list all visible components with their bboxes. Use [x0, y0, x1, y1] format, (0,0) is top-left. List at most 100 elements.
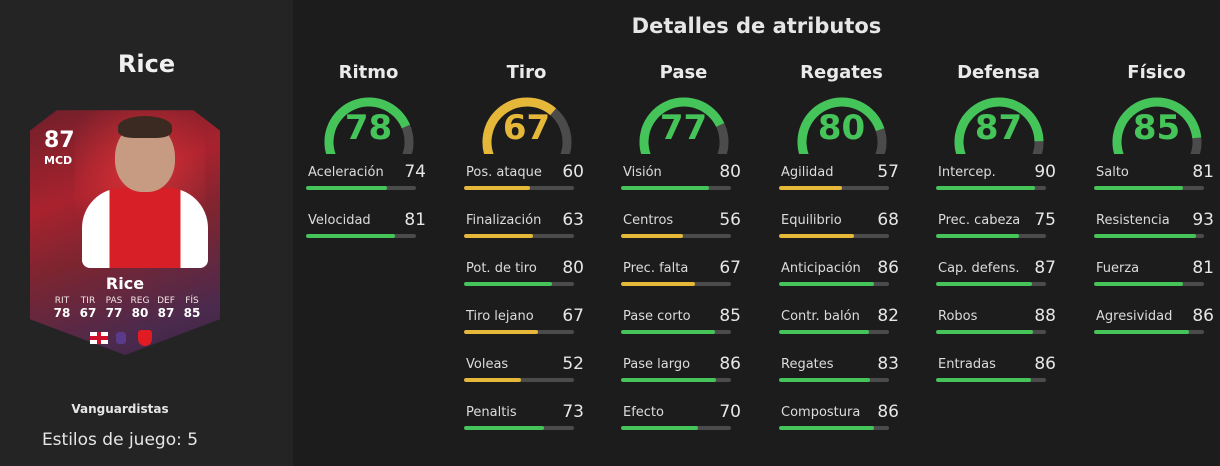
- card-stats: RIT 78 TIR 67 PAS 77 REG 80 DEF 87 FÍS 85: [49, 296, 205, 320]
- card-stat-label: DEF: [157, 296, 175, 306]
- stat-value: 74: [404, 162, 426, 182]
- stat-name: Agilidad: [781, 165, 834, 180]
- stat-name: Salto: [1096, 165, 1129, 180]
- stat-value: 73: [562, 402, 584, 422]
- stat-bar: [779, 378, 889, 382]
- stat-row: Finalización 63: [464, 210, 589, 258]
- category-title: Tiro: [506, 62, 547, 83]
- stat-row: Fuerza 81: [1094, 258, 1219, 306]
- stat-value: 68: [877, 210, 899, 230]
- card-stat: PAS 77: [101, 296, 127, 320]
- stat-value: 82: [877, 306, 899, 326]
- stat-bar-fill: [621, 378, 716, 382]
- card-stat-value: 78: [53, 306, 71, 320]
- stat-row: Aceleración 74: [306, 162, 431, 210]
- club-crest-icon: [138, 330, 152, 346]
- stat-bar-fill: [621, 426, 698, 430]
- stat-bar-fill: [779, 282, 874, 286]
- gauge-fill: [482, 97, 556, 154]
- stat-bar: [621, 186, 731, 190]
- stat-bar-fill: [306, 186, 388, 190]
- stat-row: Intercep. 90: [936, 162, 1061, 210]
- card-stat: DEF 87: [153, 296, 179, 320]
- stat-value: 60: [562, 162, 584, 182]
- stat-bar-fill: [464, 234, 534, 238]
- stat-bar-fill: [936, 186, 1035, 190]
- stat-row: Agilidad 57: [779, 162, 904, 210]
- card-stat-value: 87: [157, 306, 175, 320]
- stat-bar: [464, 330, 574, 334]
- attribute-column: Pase 77 Visión 80 Centros 56 Prec. falta 67 Pase…: [621, 62, 746, 450]
- stat-value: 80: [719, 162, 741, 182]
- stat-bar-fill: [779, 378, 871, 382]
- stat-bar-fill: [621, 234, 683, 238]
- stat-name: Pos. ataque: [466, 165, 542, 180]
- stat-value: 80: [562, 258, 584, 278]
- stat-bar-fill: [464, 378, 522, 382]
- stat-name: Cap. defens.: [938, 261, 1020, 276]
- stat-value: 86: [1034, 354, 1056, 374]
- playstyles-count: Estilos de juego: 5: [41, 430, 199, 450]
- attribute-column: Tiro 67 Pos. ataque 60 Finalización 63 Pot. de…: [464, 62, 589, 450]
- card-stat-value: 77: [105, 306, 123, 320]
- stat-name: Resistencia: [1096, 213, 1170, 228]
- stat-name: Centros: [623, 213, 674, 228]
- stat-bar-fill: [779, 234, 854, 238]
- stat-bar-fill: [621, 282, 695, 286]
- stat-row: Penaltis 73: [464, 402, 589, 450]
- stat-value: 86: [877, 402, 899, 422]
- gauge-arc: [1112, 97, 1201, 154]
- stat-name: Equilibrio: [781, 213, 842, 228]
- stat-value: 86: [1192, 306, 1214, 326]
- stat-bar: [779, 426, 889, 430]
- category-gauge: 77: [636, 94, 732, 154]
- stat-bar: [936, 378, 1046, 382]
- stat-name: Visión: [623, 165, 662, 180]
- player-card[interactable]: 87 MCD Rice RIT 78 TIR 67 PAS 77 REG 80 DEF 8…: [30, 100, 220, 355]
- stat-bar: [621, 330, 731, 334]
- card-stat: RIT 78: [49, 296, 75, 320]
- category-title: Físico: [1127, 62, 1186, 83]
- gauge-fill: [1112, 97, 1201, 154]
- stat-bar-fill: [464, 330, 538, 334]
- card-position: MCD: [44, 154, 73, 167]
- stat-name: Tiro lejano: [466, 309, 534, 324]
- stat-name: Regates: [781, 357, 834, 372]
- stat-row: Equilibrio 68: [779, 210, 904, 258]
- stat-name: Aceleración: [308, 165, 384, 180]
- category-value: 80: [817, 108, 866, 148]
- stat-value: 81: [1192, 258, 1214, 278]
- gauge-arc: [323, 97, 413, 154]
- stat-name: Efecto: [623, 405, 664, 420]
- stat-name: Anticipación: [781, 261, 861, 276]
- stat-name: Velocidad: [308, 213, 371, 228]
- card-player-name: Rice: [105, 274, 145, 293]
- stat-bar-fill: [464, 186, 530, 190]
- stat-row: Entradas 86: [936, 354, 1061, 402]
- stat-value: 88: [1034, 306, 1056, 326]
- gauge-arc: [797, 97, 886, 154]
- stat-bar-fill: [936, 378, 1031, 382]
- stat-row: Cap. defens. 87: [936, 258, 1061, 306]
- stat-value: 56: [719, 210, 741, 230]
- stat-bar: [464, 282, 574, 286]
- stat-row: Tiro lejano 67: [464, 306, 589, 354]
- stat-bar: [936, 282, 1046, 286]
- stat-row: Pos. ataque 60: [464, 162, 589, 210]
- card-stat: TIR 67: [75, 296, 101, 320]
- category-value: 67: [502, 108, 551, 148]
- stat-value: 57: [877, 162, 899, 182]
- stat-value: 81: [404, 210, 426, 230]
- stat-value: 52: [562, 354, 584, 374]
- card-stat: FÍS 85: [179, 296, 205, 320]
- stat-value: 67: [719, 258, 741, 278]
- stat-bar: [936, 234, 1046, 238]
- england-flag-icon: [90, 332, 108, 344]
- stat-bar-fill: [1094, 186, 1184, 190]
- card-stat-label: PAS: [105, 296, 123, 306]
- category-title: Defensa: [957, 62, 1040, 83]
- stat-bar: [464, 186, 574, 190]
- stat-bar: [936, 186, 1046, 190]
- stat-bar: [1094, 282, 1204, 286]
- gauge-fill: [797, 97, 884, 154]
